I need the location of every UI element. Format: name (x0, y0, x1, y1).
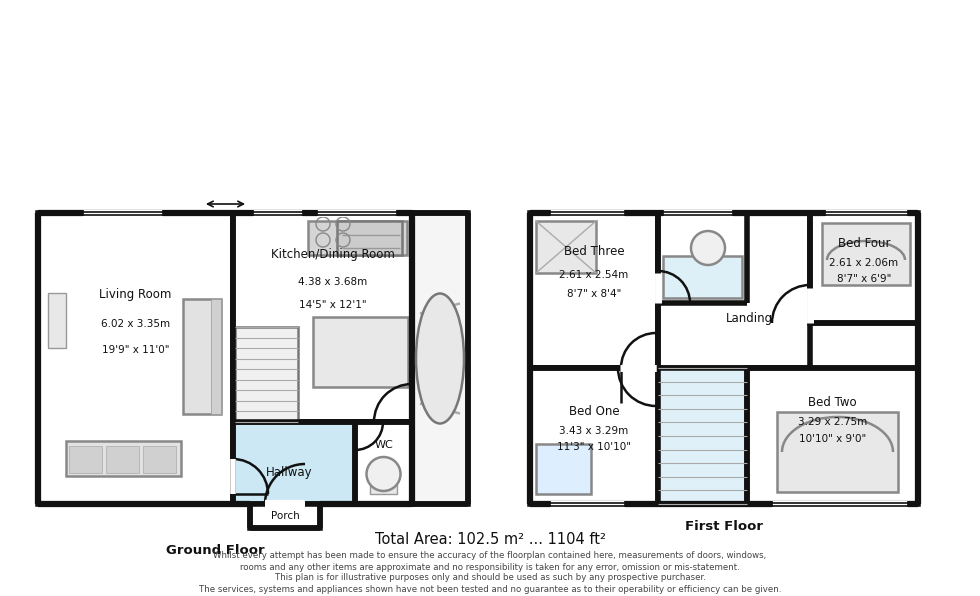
Text: 11'3" x 10'10": 11'3" x 10'10" (557, 442, 631, 452)
Bar (663, 210, 733, 216)
Bar (235, 327, 298, 422)
Text: Landing: Landing (725, 312, 772, 325)
Bar (355, 422, 412, 504)
Bar (550, 210, 625, 216)
Text: Kitchen/Dining Room: Kitchen/Dining Room (270, 249, 394, 261)
Bar (69, 446, 102, 473)
Text: rooms and any other items are approximate and no responsibility is taken for any: rooms and any other items are approximat… (240, 563, 740, 572)
Bar (83, 210, 163, 216)
Bar (530, 368, 658, 504)
Bar (658, 213, 747, 303)
Bar (747, 368, 918, 504)
Circle shape (691, 231, 725, 265)
Text: 8'7" x 6'9": 8'7" x 6'9" (837, 274, 891, 284)
Bar (233, 213, 412, 422)
Text: 4.38 x 3.68m: 4.38 x 3.68m (298, 277, 368, 287)
Bar (550, 501, 625, 508)
Bar (308, 221, 407, 255)
Text: Bed One: Bed One (568, 405, 619, 418)
Bar (825, 210, 908, 216)
Bar (313, 317, 408, 387)
Bar (810, 213, 918, 323)
Text: The services, systems and appliances shown have not been tested and no guarantee: The services, systems and appliances sho… (199, 585, 781, 594)
Bar (66, 441, 181, 476)
Bar (658, 368, 747, 504)
Bar (253, 210, 303, 216)
Text: Ground Floor: Ground Floor (166, 544, 265, 557)
Bar (536, 444, 591, 494)
Text: 6.02 x 3.35m: 6.02 x 3.35m (101, 319, 171, 328)
Text: 10'10" x 9'0": 10'10" x 9'0" (799, 434, 866, 443)
Bar (530, 213, 658, 368)
Text: 3.43 x 3.29m: 3.43 x 3.29m (560, 426, 628, 436)
Text: 2.61 x 2.06m: 2.61 x 2.06m (829, 257, 899, 268)
Text: This plan is for illustrative purposes only and should be used as such by any pr: This plan is for illustrative purposes o… (274, 573, 706, 582)
Bar (106, 446, 139, 473)
Text: Hallway: Hallway (266, 466, 313, 479)
Text: First Floor: First Floor (685, 520, 763, 532)
Bar (143, 446, 176, 473)
Bar (48, 293, 66, 348)
Text: Bed Two: Bed Two (808, 396, 857, 408)
Text: Bed Four: Bed Four (838, 237, 890, 250)
Text: 8'7" x 8'4": 8'7" x 8'4" (566, 288, 621, 299)
Bar (412, 213, 468, 504)
Circle shape (367, 457, 401, 491)
Text: Total Area: 102.5 m² ... 1104 ft²: Total Area: 102.5 m² ... 1104 ft² (374, 532, 606, 547)
Text: 19'9" x 11'0": 19'9" x 11'0" (102, 344, 170, 355)
Text: 3.29 x 2.75m: 3.29 x 2.75m (798, 417, 867, 427)
Text: Living Room: Living Room (99, 288, 172, 301)
Bar (337, 221, 402, 255)
Bar (317, 210, 397, 216)
Bar (38, 213, 233, 504)
Text: WC: WC (374, 440, 393, 450)
Text: Whilst every attempt has been made to ensure the accuracy of the floorplan conta: Whilst every attempt has been made to en… (214, 551, 766, 560)
Bar (250, 504, 320, 528)
Text: Bed Three: Bed Three (564, 245, 624, 258)
Bar (211, 299, 221, 414)
Bar (536, 221, 596, 273)
Bar (233, 422, 412, 504)
Text: 2.61 x 2.54m: 2.61 x 2.54m (560, 270, 628, 280)
Bar (370, 479, 397, 494)
Bar (663, 256, 742, 298)
Ellipse shape (416, 293, 464, 424)
Bar (772, 501, 908, 508)
Text: Porch: Porch (270, 511, 299, 521)
Text: 14'5" x 12'1": 14'5" x 12'1" (299, 300, 367, 310)
Bar (658, 213, 810, 368)
Bar (183, 299, 221, 414)
Bar (822, 223, 910, 285)
Bar (777, 412, 898, 492)
